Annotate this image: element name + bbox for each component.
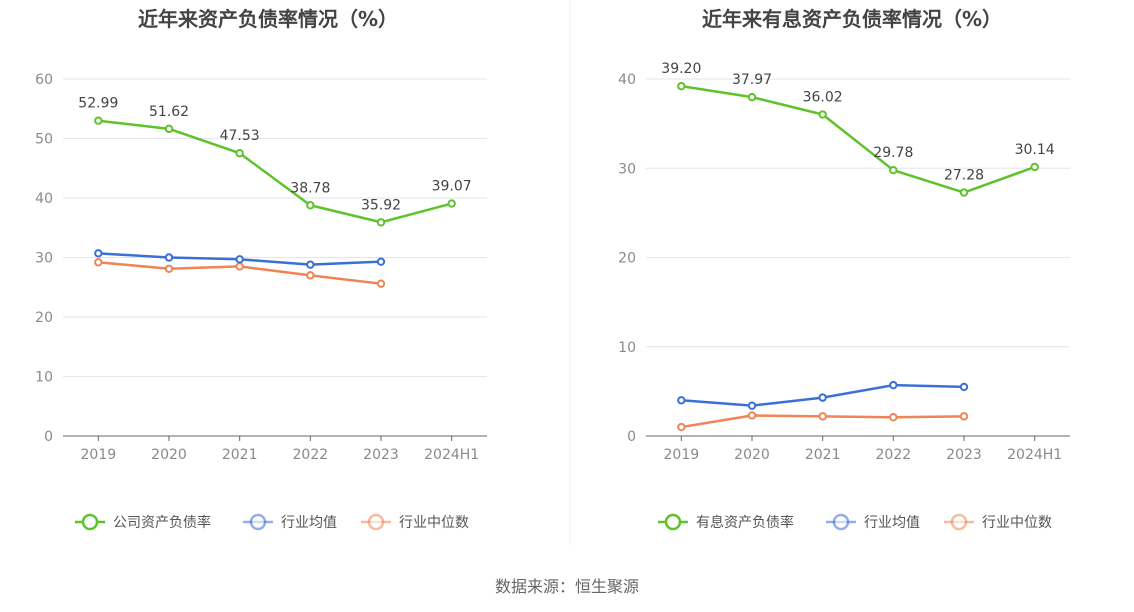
data-point xyxy=(306,260,315,269)
data-point xyxy=(376,218,386,227)
y-tick-label: 50 xyxy=(35,132,53,148)
data-point xyxy=(306,271,315,280)
y-tick-label: 30 xyxy=(35,251,53,267)
x-tick-label: 2023 xyxy=(946,447,982,463)
x-tick-label: 2023 xyxy=(363,447,399,463)
x-tick-label: 2021 xyxy=(222,447,258,463)
data-point xyxy=(94,116,103,125)
data-point xyxy=(747,401,757,410)
y-tick-label: 10 xyxy=(35,370,53,386)
legend-label: 有息资产负债率 xyxy=(696,514,794,531)
data-point xyxy=(959,412,969,421)
legend-swatch-marker xyxy=(832,513,850,531)
data-label: 47.53 xyxy=(220,128,260,144)
data-point xyxy=(959,382,969,392)
y-tick-label: 0 xyxy=(627,429,636,445)
y-tick-label: 10 xyxy=(618,340,636,356)
legend-label: 公司资产负债率 xyxy=(113,514,211,531)
data-point xyxy=(376,257,386,266)
data-point xyxy=(747,92,757,102)
x-tick-label: 2024H1 xyxy=(424,447,479,463)
data-point xyxy=(889,166,898,175)
data-point xyxy=(164,253,174,262)
legend-label: 行业中位数 xyxy=(982,515,1052,531)
data-point xyxy=(677,422,686,432)
data-point xyxy=(235,148,244,158)
data-point xyxy=(447,199,456,208)
series-line xyxy=(98,119,452,224)
source-text: 数据来源：恒生聚源 xyxy=(495,577,639,596)
data-point xyxy=(306,201,315,210)
legend-swatch-marker xyxy=(664,513,682,531)
x-tick-label: 2022 xyxy=(876,447,912,463)
x-tick-label: 2019 xyxy=(81,447,117,463)
data-point xyxy=(235,255,244,264)
data-point xyxy=(376,279,386,288)
data-point xyxy=(94,258,103,267)
legend-swatch-marker xyxy=(367,513,385,531)
data-point xyxy=(818,393,827,402)
y-tick-label: 20 xyxy=(618,251,636,267)
data-label: 52.99 xyxy=(78,96,118,112)
legend-swatch-marker xyxy=(950,513,968,531)
data-label: 30.14 xyxy=(1015,142,1055,158)
data-point xyxy=(818,110,827,119)
data-point xyxy=(164,124,174,134)
x-tick-label: 2022 xyxy=(293,447,329,463)
data-label: 51.62 xyxy=(149,104,189,120)
x-tick-label: 2021 xyxy=(805,447,841,463)
y-tick-label: 40 xyxy=(618,72,636,88)
legend-swatch-marker xyxy=(81,513,99,531)
legend-label: 行业均值 xyxy=(864,515,920,531)
x-tick-label: 2019 xyxy=(664,447,700,463)
y-tick-label: 60 xyxy=(35,72,53,88)
data-point xyxy=(1030,162,1039,172)
data-point xyxy=(889,380,898,390)
legend-swatch-marker xyxy=(249,513,267,531)
data-label: 35.92 xyxy=(361,197,401,213)
data-point xyxy=(889,413,898,422)
data-label: 37.97 xyxy=(732,72,772,88)
chart-title: 近年来有息资产负债率情况（%） xyxy=(702,7,1002,31)
data-point xyxy=(164,264,174,274)
data-point xyxy=(94,249,103,258)
data-label: 39.20 xyxy=(661,61,701,77)
y-tick-label: 30 xyxy=(618,161,636,177)
x-tick-label: 2024H1 xyxy=(1007,447,1062,463)
data-point xyxy=(959,188,969,197)
y-tick-label: 20 xyxy=(35,310,53,326)
y-tick-label: 0 xyxy=(44,429,53,445)
data-point xyxy=(747,411,757,420)
data-point xyxy=(677,81,686,91)
y-tick-label: 40 xyxy=(35,191,53,207)
data-point xyxy=(235,262,244,271)
data-label: 38.78 xyxy=(290,180,330,196)
chart-interest-debt-ratio: 近年来有息资产负债率情况（%） 0 10 20 30 40 2019 2020 2021 2022… xyxy=(618,7,1070,531)
data-point xyxy=(818,412,827,421)
data-label: 29.78 xyxy=(873,145,913,161)
data-label: 39.07 xyxy=(432,179,472,195)
data-label: 36.02 xyxy=(803,90,843,106)
series-line xyxy=(681,84,1036,194)
chart-debt-ratio: 近年来资产负债率情况（%） 0 10 20 30 40 50 60 2019 2020 2021 20… xyxy=(35,7,487,531)
legend-label: 行业均值 xyxy=(281,515,337,531)
x-tick-label: 2020 xyxy=(151,447,187,463)
chart-title: 近年来资产负债率情况（%） xyxy=(138,7,398,31)
data-label: 27.28 xyxy=(944,168,984,184)
x-tick-label: 2020 xyxy=(734,447,770,463)
data-point xyxy=(677,396,686,405)
legend-label: 行业中位数 xyxy=(399,515,469,531)
